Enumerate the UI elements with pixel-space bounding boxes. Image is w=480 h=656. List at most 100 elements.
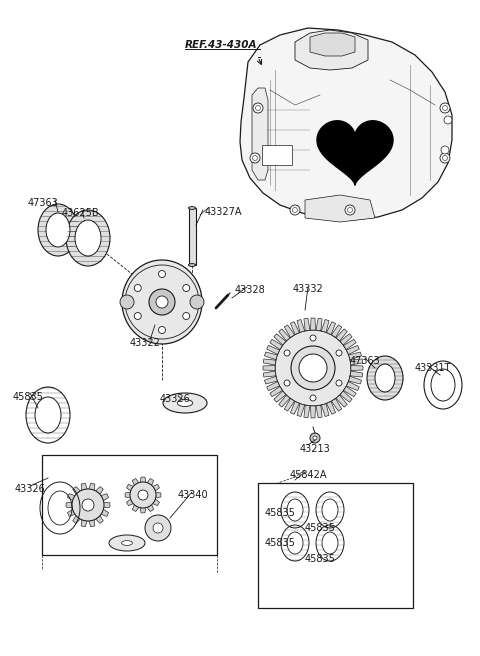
Polygon shape <box>96 516 103 523</box>
Polygon shape <box>122 260 202 344</box>
Ellipse shape <box>367 356 403 400</box>
Polygon shape <box>311 318 315 330</box>
Circle shape <box>299 354 327 382</box>
Ellipse shape <box>38 204 78 256</box>
Circle shape <box>183 312 190 319</box>
Polygon shape <box>67 509 75 516</box>
Ellipse shape <box>177 400 192 407</box>
Polygon shape <box>67 493 75 501</box>
Circle shape <box>336 350 342 356</box>
Polygon shape <box>310 33 355 56</box>
Circle shape <box>158 327 166 333</box>
Polygon shape <box>132 504 139 512</box>
Text: 45835: 45835 <box>265 538 296 548</box>
Circle shape <box>313 436 317 440</box>
Polygon shape <box>267 346 279 354</box>
Circle shape <box>134 285 141 291</box>
Polygon shape <box>153 499 159 506</box>
Polygon shape <box>305 195 375 222</box>
Text: 43213: 43213 <box>300 444 331 454</box>
Text: 47363: 47363 <box>28 198 59 208</box>
Circle shape <box>310 433 320 443</box>
Circle shape <box>130 482 156 508</box>
Polygon shape <box>81 520 87 527</box>
Polygon shape <box>89 483 95 490</box>
Polygon shape <box>147 478 154 485</box>
Polygon shape <box>125 493 130 498</box>
Bar <box>262 145 292 165</box>
Ellipse shape <box>189 207 195 209</box>
Circle shape <box>183 285 190 291</box>
Polygon shape <box>101 493 108 501</box>
Circle shape <box>310 395 316 401</box>
Polygon shape <box>73 487 80 495</box>
Polygon shape <box>73 516 80 523</box>
Polygon shape <box>263 359 276 365</box>
Polygon shape <box>284 325 295 337</box>
Polygon shape <box>252 88 268 180</box>
Polygon shape <box>279 395 290 407</box>
Polygon shape <box>350 359 363 365</box>
Polygon shape <box>267 382 279 390</box>
Ellipse shape <box>75 220 101 256</box>
Text: 43326: 43326 <box>15 484 46 494</box>
Polygon shape <box>336 329 347 341</box>
Polygon shape <box>270 339 282 350</box>
Text: 45835: 45835 <box>265 508 296 518</box>
Polygon shape <box>347 382 359 390</box>
Bar <box>42 455 217 555</box>
Text: 43340: 43340 <box>178 490 209 500</box>
Polygon shape <box>274 334 286 345</box>
Polygon shape <box>274 391 286 402</box>
Circle shape <box>145 515 171 541</box>
Polygon shape <box>81 483 87 490</box>
Circle shape <box>275 330 351 406</box>
Ellipse shape <box>66 210 110 266</box>
Ellipse shape <box>163 393 207 413</box>
Polygon shape <box>348 352 361 359</box>
Ellipse shape <box>46 213 70 247</box>
Polygon shape <box>340 391 352 402</box>
Polygon shape <box>140 477 145 482</box>
Circle shape <box>444 116 452 124</box>
Text: 47363: 47363 <box>350 356 381 366</box>
Polygon shape <box>132 478 139 485</box>
Circle shape <box>345 205 355 215</box>
Polygon shape <box>348 377 361 384</box>
Circle shape <box>441 146 449 154</box>
Polygon shape <box>264 377 277 384</box>
Polygon shape <box>344 339 356 350</box>
Polygon shape <box>290 401 300 415</box>
Ellipse shape <box>189 264 195 266</box>
Polygon shape <box>264 352 277 359</box>
Circle shape <box>440 153 450 163</box>
Polygon shape <box>351 365 363 371</box>
Polygon shape <box>295 30 368 70</box>
Polygon shape <box>297 403 305 417</box>
Circle shape <box>290 205 300 215</box>
Circle shape <box>284 380 290 386</box>
Polygon shape <box>311 406 315 418</box>
Circle shape <box>190 295 204 309</box>
Circle shape <box>440 103 450 113</box>
Ellipse shape <box>375 364 395 392</box>
Polygon shape <box>297 319 305 333</box>
Circle shape <box>336 380 342 386</box>
Polygon shape <box>127 499 133 506</box>
Polygon shape <box>104 502 110 508</box>
Circle shape <box>284 350 290 356</box>
Circle shape <box>120 295 134 309</box>
Polygon shape <box>66 502 72 508</box>
Polygon shape <box>326 321 336 335</box>
Circle shape <box>291 346 335 390</box>
Polygon shape <box>321 403 329 417</box>
Polygon shape <box>279 329 290 341</box>
Polygon shape <box>304 318 310 331</box>
Text: 43332: 43332 <box>293 284 324 294</box>
Polygon shape <box>304 405 310 418</box>
Polygon shape <box>140 508 145 513</box>
Polygon shape <box>336 395 347 407</box>
Polygon shape <box>317 121 393 185</box>
Polygon shape <box>332 399 342 411</box>
Text: 43322: 43322 <box>130 338 161 348</box>
